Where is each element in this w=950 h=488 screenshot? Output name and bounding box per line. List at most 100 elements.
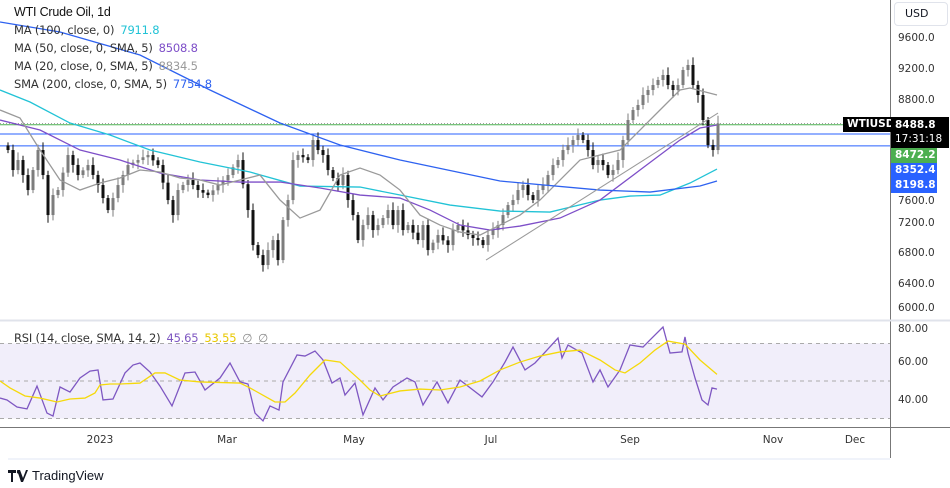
candle-body (271, 240, 275, 251)
legend-label: MA (100, close, 0) (14, 23, 115, 37)
price-tick: 7200.0 (898, 216, 935, 229)
last-price-tag: 8488.8 17:31:18 (891, 117, 949, 148)
candle-body (591, 150, 595, 166)
candle-body (291, 160, 295, 201)
candle-body (136, 160, 140, 163)
legend-sma200[interactable]: SMA (200, close, 0, SMA, 5) 7754.8 (14, 77, 212, 91)
time-tick: May (343, 434, 365, 446)
candle-body (21, 160, 25, 176)
candle-body (676, 85, 680, 91)
candle-body (286, 200, 290, 221)
candle-body (386, 210, 390, 219)
legend-rsi[interactable]: RSI (14, close, SMA, 14, 2) 45.65 53.55 ∅ ∅ (14, 331, 268, 345)
candle-body (316, 140, 320, 151)
candle-body (396, 210, 400, 226)
candle-body (581, 135, 585, 141)
candle-body (421, 225, 425, 241)
candle-body (96, 174, 100, 186)
rsi-tick: 80.00 (898, 323, 929, 335)
candle-body (226, 175, 230, 181)
candle-body (151, 155, 155, 161)
candle-body (36, 150, 40, 171)
candle-body (521, 185, 525, 191)
candle-body (441, 235, 445, 241)
candle-body (426, 225, 430, 251)
candle-body (236, 160, 240, 168)
legend-label: SMA (200, close, 0, SMA, 5) (14, 77, 167, 91)
candle-body (301, 155, 305, 158)
legend-value: 7754.8 (172, 77, 212, 91)
candle-body (601, 160, 605, 166)
legend-ma20[interactable]: MA (20, close, 0, SMA, 5) 8834.5 (14, 59, 198, 73)
candle-body (476, 238, 480, 241)
candle-body (246, 184, 250, 211)
legend-label: MA (50, close, 0, SMA, 5) (14, 41, 153, 55)
candle-body (356, 215, 360, 241)
candle-body (411, 225, 415, 233)
time-tick: Sep (620, 434, 640, 446)
price-tick: 6400.0 (898, 278, 935, 291)
candle-body (191, 180, 195, 185)
indicator-lines (0, 21, 719, 423)
price-tick: 6800.0 (898, 247, 935, 260)
candle-body (16, 160, 20, 171)
legend-ma100[interactable]: MA (100, close, 0) 7911.8 (14, 23, 160, 37)
rsi-tick: 60.00 (898, 356, 929, 369)
candle-body (531, 195, 535, 201)
candle-body (311, 140, 315, 161)
rsi-line (0, 325, 718, 423)
candle-body (376, 225, 380, 231)
candle-body (461, 225, 465, 231)
legend-value: 8834.5 (158, 59, 198, 73)
rsi-pane (0, 343, 890, 419)
candle-body (81, 170, 85, 176)
price-tick: 9600.0 (898, 32, 935, 44)
candle-body (231, 167, 235, 176)
time-tick: Nov (762, 434, 784, 446)
candle-body (101, 185, 105, 199)
candle-body (391, 210, 395, 226)
candle-body (571, 140, 575, 146)
candle-body (216, 185, 220, 191)
candle-body (141, 157, 145, 161)
candle-body (71, 155, 75, 165)
price-axis-bg (890, 0, 950, 458)
candle-body (371, 215, 375, 231)
legend-label: RSI (14, close, SMA, 14, 2) (14, 331, 161, 345)
rsi-extra-value: ∅ (258, 331, 268, 345)
candle-body (711, 145, 715, 151)
moving-average-line (0, 89, 718, 213)
candle-body (306, 157, 310, 161)
candle-body (326, 155, 330, 171)
candle-body (431, 242, 435, 251)
moving-average-line (0, 119, 718, 231)
price-tick: 9200.0 (898, 62, 935, 75)
tradingview-logo[interactable]: TradingView (8, 468, 104, 483)
last-price: 8488.8 (895, 119, 936, 131)
candle-body (491, 230, 495, 236)
candle-body (681, 70, 685, 86)
candle-body (661, 75, 665, 81)
candle-body (341, 175, 345, 186)
candle-body (436, 235, 440, 243)
horizontal-levels (0, 123, 890, 147)
candle-body (6, 145, 10, 151)
candle-body (641, 95, 645, 106)
currency-button[interactable]: USD (894, 2, 948, 26)
candle-body (611, 170, 615, 176)
candle-body (56, 190, 60, 196)
candle-body (206, 192, 210, 196)
bottom-strip (8, 458, 890, 460)
candle-body (616, 160, 620, 171)
legend-ma50[interactable]: MA (50, close, 0, SMA, 5) 8508.8 (14, 41, 198, 55)
candle-body (361, 225, 365, 241)
candle-body (516, 190, 520, 201)
candle-body (451, 230, 455, 246)
tradingview-logo-icon (8, 469, 28, 482)
candle-body (366, 215, 370, 226)
candle-body (91, 165, 95, 175)
candle-body (11, 150, 15, 171)
candle-body (646, 90, 650, 96)
candle-body (276, 240, 280, 261)
